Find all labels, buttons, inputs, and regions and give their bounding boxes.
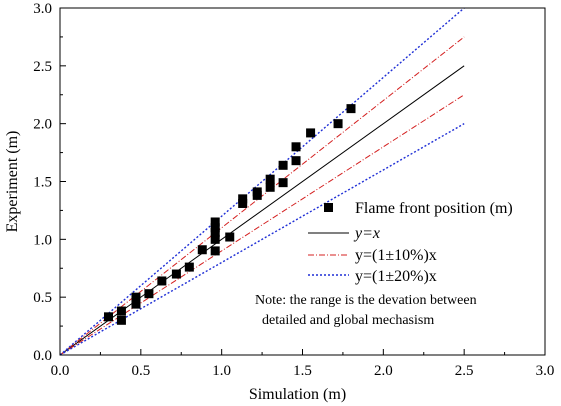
data-point bbox=[210, 234, 220, 244]
tick-marks bbox=[59, 7, 546, 356]
legend-label-yx: y=x bbox=[353, 225, 380, 242]
data-point bbox=[238, 194, 248, 204]
data-point bbox=[116, 315, 126, 325]
data-point bbox=[210, 227, 220, 237]
y-tick-label: 2.0 bbox=[33, 117, 52, 133]
data-point bbox=[238, 198, 248, 208]
reference-lines bbox=[59, 7, 465, 356]
data-point bbox=[131, 299, 141, 309]
data-point bbox=[252, 187, 262, 197]
data-point bbox=[278, 160, 288, 170]
note-line-2: detailed and global mechasism bbox=[262, 313, 434, 328]
legend-label-flame: Flame front position (m) bbox=[355, 200, 513, 217]
data-point bbox=[197, 245, 207, 255]
legend-marker-flame bbox=[324, 203, 333, 212]
x-tick-label: 3.0 bbox=[536, 363, 555, 379]
x-tick-label: 2.0 bbox=[374, 363, 393, 379]
y-tick-label: 1.5 bbox=[33, 175, 52, 191]
line-y-x-0 bbox=[59, 65, 465, 356]
line-y-1-10-x-1 bbox=[59, 94, 465, 356]
data-point bbox=[184, 262, 194, 272]
y-tick-label: 3.0 bbox=[33, 1, 52, 17]
legend: Flame front position (m) y=x y=(1±10%)x … bbox=[308, 200, 513, 285]
data-point bbox=[104, 312, 113, 322]
data-point bbox=[265, 182, 275, 192]
data-point bbox=[278, 178, 288, 188]
y-axis-title: Experiment (m) bbox=[4, 131, 21, 233]
legend-label-10pct: y=(1±10%)x bbox=[355, 247, 437, 264]
data-point bbox=[157, 276, 167, 286]
line-y-1-20-x-0 bbox=[59, 7, 465, 356]
data-point bbox=[210, 217, 220, 227]
data-point bbox=[131, 292, 141, 302]
y-tick-label: 0.0 bbox=[33, 348, 52, 364]
x-tick-label: 0.5 bbox=[131, 363, 150, 379]
data-point bbox=[144, 289, 154, 299]
data-point bbox=[171, 269, 181, 279]
data-point bbox=[116, 306, 126, 316]
y-tick-label: 1.0 bbox=[33, 232, 52, 248]
data-point bbox=[265, 174, 275, 184]
line-y-1-10-x-0 bbox=[59, 36, 465, 356]
x-tick-label: 0.0 bbox=[51, 363, 70, 379]
y-tick-label: 2.5 bbox=[33, 59, 52, 75]
data-point bbox=[333, 119, 343, 129]
data-point bbox=[306, 128, 316, 138]
legend-label-20pct: y=(1±20%)x bbox=[355, 268, 437, 285]
tick-labels: 0.00.0 0.5 0.5 1.0 1.0 1.5 1.5 2.0 2.0 2.5 2.5 3.0 3… bbox=[33, 1, 554, 379]
data-point bbox=[291, 156, 301, 166]
line-y-1-20-x-1 bbox=[59, 123, 465, 356]
note-line-1: Note: the range is the devation between bbox=[255, 293, 477, 308]
x-tick-label: 1.0 bbox=[212, 363, 231, 379]
data-point bbox=[225, 232, 235, 242]
x-axis-title: Simulation (m) bbox=[249, 386, 346, 403]
data-points bbox=[104, 104, 356, 325]
y-tick-label: 0.5 bbox=[33, 290, 52, 306]
data-point bbox=[291, 142, 301, 152]
x-tick-label: 1.5 bbox=[293, 363, 312, 379]
data-point bbox=[210, 223, 220, 233]
data-point bbox=[346, 104, 356, 114]
data-point bbox=[210, 246, 220, 256]
x-tick-label: 2.5 bbox=[455, 363, 474, 379]
